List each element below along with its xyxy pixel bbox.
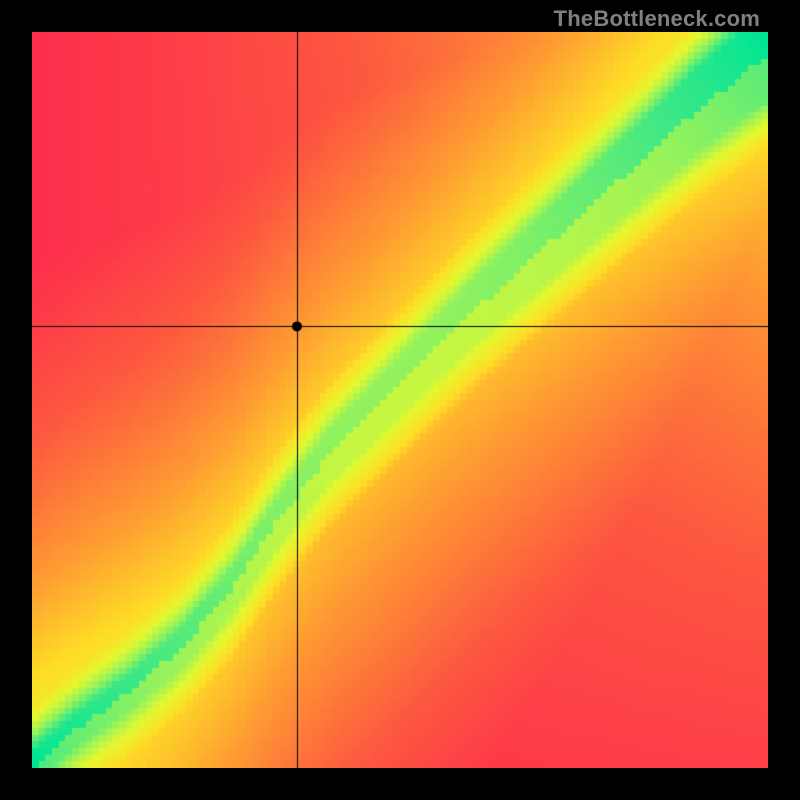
watermark-text: TheBottleneck.com xyxy=(554,6,760,32)
crosshair-overlay xyxy=(32,32,768,768)
chart-container: { "watermark": { "text": "TheBottleneck.… xyxy=(0,0,800,800)
